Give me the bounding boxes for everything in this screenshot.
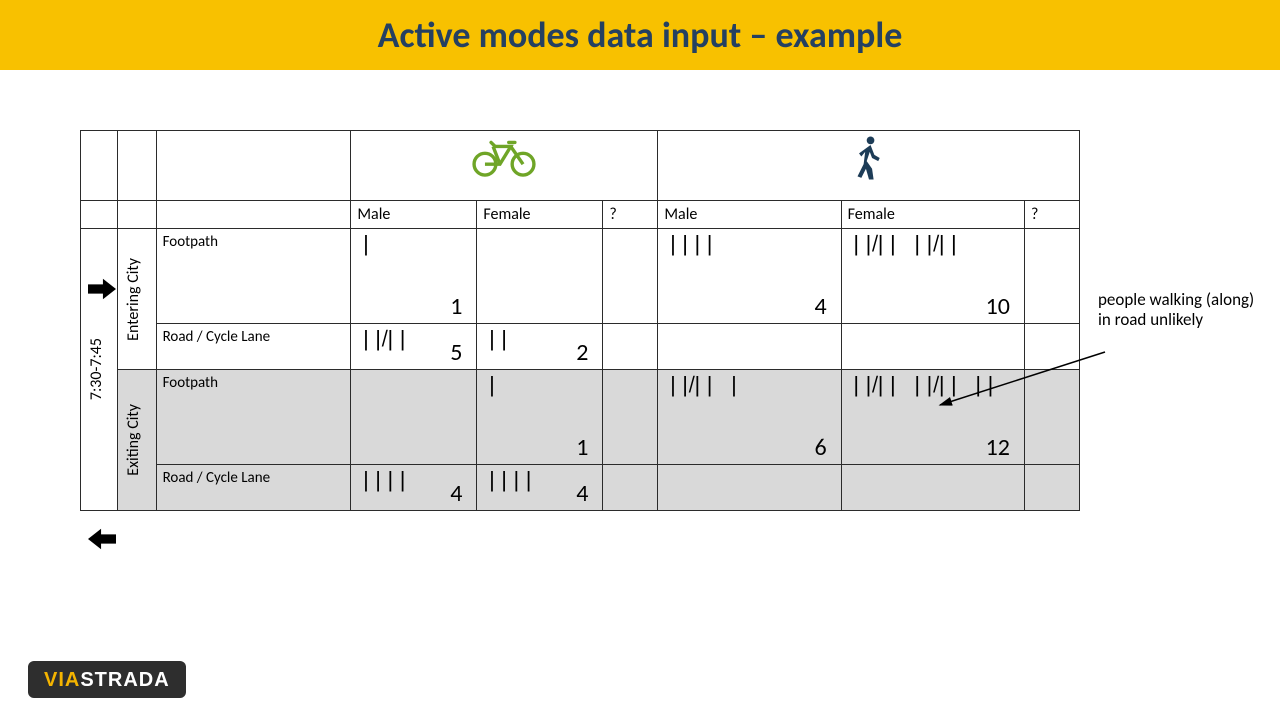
cell-ext-foot-bike-f: |1 <box>477 370 603 465</box>
count: 1 <box>450 292 462 321</box>
cell-ent-road-bike-m: ||̸|| 5 <box>351 324 477 370</box>
col-walk-female: Female <box>841 201 1024 229</box>
entering-label: Entering City <box>124 258 143 341</box>
count: 4 <box>450 479 462 508</box>
cell-ext-road-walk-u <box>1024 465 1079 511</box>
logo-part2: STRADA <box>80 669 169 691</box>
count: 10 <box>986 292 1010 321</box>
count: 5 <box>450 338 462 367</box>
cell-ent-foot-bike-f <box>477 229 603 324</box>
title-bar: Active modes data input – example <box>0 0 1280 70</box>
pedestrian-icon <box>853 135 885 181</box>
cell-ent-foot-bike-u <box>603 229 658 324</box>
count: 6 <box>814 433 826 462</box>
time-label-cell: 7:30-7:45 <box>81 229 118 511</box>
cell-ent-road-bike-u <box>603 324 658 370</box>
count: 1 <box>576 433 588 462</box>
path-footpath-2: Footpath <box>156 370 351 465</box>
tally: |||| <box>359 469 408 494</box>
viastrada-logo: VIASTRADA <box>28 661 186 698</box>
cell-ext-foot-bike-m <box>351 370 477 465</box>
count: 4 <box>814 292 826 321</box>
arrow-left-icon <box>88 528 116 550</box>
cell-ext-road-walk-f <box>841 465 1024 511</box>
exiting-city-cell: Exiting City <box>117 370 156 511</box>
arrow-right-icon <box>88 278 116 300</box>
col-bike-unknown: ? <box>603 201 658 229</box>
data-table: Male Female ? Male Female ? 7:30-7:45 En… <box>80 130 1080 511</box>
cell-ext-road-bike-m: |||| 4 <box>351 465 477 511</box>
col-bike-male: Male <box>351 201 477 229</box>
blank-cell <box>117 201 156 229</box>
tally: ||̸|| ||̸|| <box>850 233 960 258</box>
cell-ent-foot-walk-m: |||| 4 <box>658 229 841 324</box>
cell-ext-foot-walk-f: ||̸|| ||̸|| || 12 <box>841 370 1024 465</box>
tally: ||̸|| <box>359 328 408 353</box>
pedestrian-header <box>658 131 1080 201</box>
cell-ext-foot-walk-m: ||̸|| | 6 <box>658 370 841 465</box>
cell-ent-road-walk-f <box>841 324 1024 370</box>
tally: ||̸|| | <box>666 374 739 399</box>
entering-city-cell: Entering City <box>117 229 156 370</box>
bicycle-header <box>351 131 658 201</box>
page-title: Active modes data input – example <box>378 13 903 57</box>
cell-ext-road-bike-f: |||| 4 <box>477 465 603 511</box>
cell-ent-road-walk-u <box>1024 324 1079 370</box>
blank-cell <box>156 201 351 229</box>
cell-ext-road-walk-m <box>658 465 841 511</box>
tally: ||̸|| ||̸|| || <box>850 374 996 399</box>
tally: |||| <box>485 469 534 494</box>
count: 4 <box>576 479 588 508</box>
annotation-text: people walking (along) in road unlikely <box>1098 290 1268 329</box>
data-table-wrapper: Male Female ? Male Female ? 7:30-7:45 En… <box>80 130 1080 511</box>
col-walk-unknown: ? <box>1024 201 1079 229</box>
cell-ent-foot-walk-u <box>1024 229 1079 324</box>
time-label: 7:30-7:45 <box>87 338 106 400</box>
blank-cell <box>81 201 118 229</box>
tally: | <box>359 233 371 258</box>
col-bike-female: Female <box>477 201 603 229</box>
blank-cell <box>156 131 351 201</box>
count: 2 <box>576 338 588 367</box>
tally: | <box>485 374 497 399</box>
tally: || <box>485 328 509 353</box>
cell-ent-road-bike-f: || 2 <box>477 324 603 370</box>
path-road: Road / Cycle Lane <box>156 324 351 370</box>
path-road-2: Road / Cycle Lane <box>156 465 351 511</box>
count: 12 <box>986 433 1010 462</box>
exiting-label: Exiting City <box>124 404 143 476</box>
cell-ent-foot-walk-f: ||̸|| ||̸|| 10 <box>841 229 1024 324</box>
bicycle-icon <box>470 135 538 177</box>
blank-cell <box>81 131 118 201</box>
logo-part1: VIA <box>44 669 80 691</box>
cell-ext-road-bike-u <box>603 465 658 511</box>
blank-cell <box>117 131 156 201</box>
tally: |||| <box>666 233 715 258</box>
cell-ext-foot-walk-u <box>1024 370 1079 465</box>
cell-ent-road-walk-m <box>658 324 841 370</box>
cell-ext-foot-bike-u <box>603 370 658 465</box>
path-footpath: Footpath <box>156 229 351 324</box>
col-walk-male: Male <box>658 201 841 229</box>
cell-ent-foot-bike-m: |1 <box>351 229 477 324</box>
